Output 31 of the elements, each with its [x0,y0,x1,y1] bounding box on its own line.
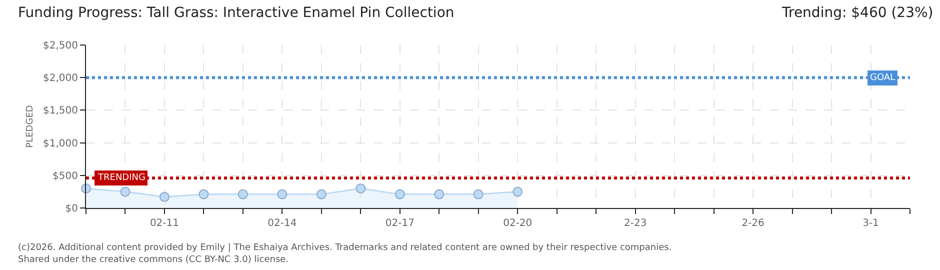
point [316,189,326,200]
point [473,189,484,200]
y-tick-label: $2,000 [43,73,78,84]
y-tick-label: $500 [52,170,78,182]
point [198,189,209,200]
x-tick-label: 02-14 [268,218,297,229]
ref-line-label: TRENDING [97,173,146,183]
point [356,183,366,194]
text: Shared under the creative commons (CC BY-NC 3.0) license. [18,255,289,265]
chart-subtitle: Trending: $460 (23%) [781,5,934,21]
x-tick-label: 02-11 [150,218,180,229]
point [238,189,248,200]
y-tick-label: $2,500 [43,40,78,52]
point [434,189,444,200]
y-tick-label: $1,000 [43,138,78,150]
point [159,192,170,202]
point [277,189,288,200]
text: (c)2026. Additional content provided by Emily | The Eshaiya Archives. Trademarks and related content are owned by their respective companies. [18,243,672,253]
y-axis-title: PLEDGED [25,105,36,148]
ref-line-label: GOAL [870,73,896,83]
point [120,186,130,197]
point [394,189,405,200]
x-tick-label: 02-20 [503,218,532,229]
x-tick-label: 3-1 [862,218,879,229]
x-tick-label: 2-23 [624,218,647,229]
x-tick-label: 2-26 [742,218,764,229]
y-tick-label: $0 [65,204,78,214]
x-tick-label: 02-17 [385,218,414,229]
y-tick-label: $1,500 [43,106,78,117]
point [512,186,523,197]
chart-title: Funding Progress: Tall Grass: Interactive Enamel Pin Collection [18,5,454,21]
